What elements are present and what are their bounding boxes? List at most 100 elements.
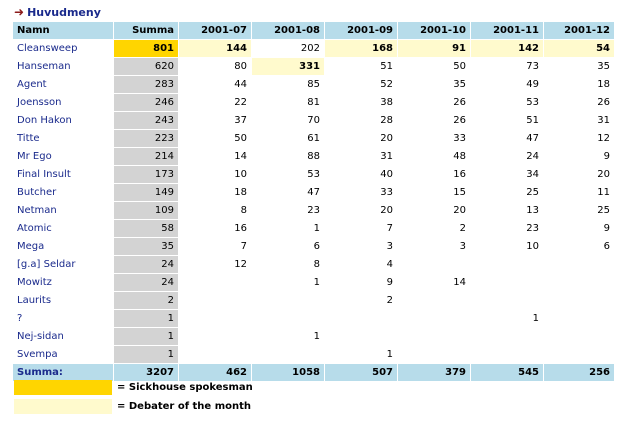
month-count-cell: 1 bbox=[252, 274, 324, 291]
summa-cell: 2 bbox=[114, 292, 178, 309]
member-name-link[interactable]: Don Hakon bbox=[13, 112, 113, 129]
summa-cell: 149 bbox=[114, 184, 178, 201]
post-statistics-table: Namn Summa 2001-07 2001-08 2001-09 2001-… bbox=[12, 21, 615, 382]
month-count-cell: 202 bbox=[252, 40, 324, 57]
month-count-cell: 51 bbox=[325, 58, 397, 75]
month-count-cell: 24 bbox=[471, 148, 543, 165]
footer-label: Summa: bbox=[13, 364, 113, 381]
month-count-cell: 52 bbox=[325, 76, 397, 93]
member-name-link[interactable]: ? bbox=[13, 310, 113, 327]
legend-label-debater: = Debater of the month bbox=[117, 401, 251, 412]
back-to-main-menu-link[interactable]: ➜ Huvudmeny bbox=[14, 5, 101, 19]
table-row: [g.a] Seldar 24 12 8 4 bbox=[13, 256, 614, 273]
member-name-link[interactable]: Nej-sidan bbox=[13, 328, 113, 345]
month-count-cell bbox=[471, 328, 543, 345]
month-count-cell: 70 bbox=[252, 112, 324, 129]
month-count-cell bbox=[471, 346, 543, 363]
member-name-link[interactable]: Netman bbox=[13, 202, 113, 219]
summa-cell: 243 bbox=[114, 112, 178, 129]
month-count-cell bbox=[252, 346, 324, 363]
member-name-link[interactable]: Svempa bbox=[13, 346, 113, 363]
month-count-cell: 168 bbox=[325, 40, 397, 57]
month-count-cell: 15 bbox=[398, 184, 470, 201]
month-count-cell bbox=[398, 346, 470, 363]
member-name-link[interactable]: Mowitz bbox=[13, 274, 113, 291]
month-count-cell: 1 bbox=[471, 310, 543, 327]
month-count-cell: 22 bbox=[179, 94, 251, 111]
month-count-cell: 61 bbox=[252, 130, 324, 147]
table-row: Don Hakon 243 37 70 28 26 51 31 bbox=[13, 112, 614, 129]
header-summa: Summa bbox=[114, 22, 178, 39]
member-name-link[interactable]: Cleansweep bbox=[13, 40, 113, 57]
month-count-cell: 1 bbox=[252, 328, 324, 345]
month-count-cell bbox=[252, 310, 324, 327]
table-row: Mr Ego 214 14 88 31 48 24 9 bbox=[13, 148, 614, 165]
month-count-cell: 8 bbox=[179, 202, 251, 219]
month-count-cell: 25 bbox=[544, 202, 614, 219]
month-count-cell: 1 bbox=[252, 220, 324, 237]
month-count-cell: 1 bbox=[325, 346, 397, 363]
summa-cell: 214 bbox=[114, 148, 178, 165]
header-2001-12: 2001-12 bbox=[544, 22, 614, 39]
month-count-cell bbox=[398, 292, 470, 309]
month-count-cell: 9 bbox=[325, 274, 397, 291]
month-count-cell: 50 bbox=[398, 58, 470, 75]
month-count-cell: 20 bbox=[325, 130, 397, 147]
member-name-link[interactable]: Mr Ego bbox=[13, 148, 113, 165]
month-count-cell bbox=[544, 256, 614, 273]
month-count-cell bbox=[179, 328, 251, 345]
month-count-cell bbox=[252, 292, 324, 309]
summa-cell: 24 bbox=[114, 274, 178, 291]
member-name-link[interactable]: Butcher bbox=[13, 184, 113, 201]
month-count-cell: 3 bbox=[398, 238, 470, 255]
month-count-cell: 9 bbox=[544, 148, 614, 165]
member-name-link[interactable]: Joensson bbox=[13, 94, 113, 111]
month-count-cell bbox=[544, 328, 614, 345]
month-count-cell: 10 bbox=[179, 166, 251, 183]
month-count-cell bbox=[179, 310, 251, 327]
member-name-link[interactable]: Laurits bbox=[13, 292, 113, 309]
table-row: Titte 223 50 61 20 33 47 12 bbox=[13, 130, 614, 147]
member-name-link[interactable]: Hanseman bbox=[13, 58, 113, 75]
table-row: Hanseman 620 80 331 51 50 73 35 bbox=[13, 58, 614, 75]
month-count-cell bbox=[325, 310, 397, 327]
summa-cell: 223 bbox=[114, 130, 178, 147]
month-count-cell: 23 bbox=[471, 220, 543, 237]
footer-total-2001-09: 507 bbox=[325, 364, 397, 381]
month-count-cell bbox=[325, 328, 397, 345]
legend-label-spokesman: = Sickhouse spokesman bbox=[117, 382, 253, 393]
month-count-cell: 23 bbox=[252, 202, 324, 219]
member-name-link[interactable]: Mega bbox=[13, 238, 113, 255]
member-name-link[interactable]: Titte bbox=[13, 130, 113, 147]
month-count-cell: 33 bbox=[325, 184, 397, 201]
member-name-link[interactable]: Final Insult bbox=[13, 166, 113, 183]
summa-cell: 1 bbox=[114, 328, 178, 345]
header-2001-08: 2001-08 bbox=[252, 22, 324, 39]
month-count-cell: 91 bbox=[398, 40, 470, 57]
member-name-link[interactable]: Agent bbox=[13, 76, 113, 93]
month-count-cell: 14 bbox=[398, 274, 470, 291]
month-count-cell: 20 bbox=[325, 202, 397, 219]
month-count-cell: 2 bbox=[398, 220, 470, 237]
footer-total-summa: 3207 bbox=[114, 364, 178, 381]
month-count-cell: 26 bbox=[398, 112, 470, 129]
summa-cell: 109 bbox=[114, 202, 178, 219]
month-count-cell: 34 bbox=[471, 166, 543, 183]
month-count-cell: 8 bbox=[252, 256, 324, 273]
footer-total-2001-08: 1058 bbox=[252, 364, 324, 381]
month-count-cell: 6 bbox=[252, 238, 324, 255]
member-name-link[interactable]: [g.a] Seldar bbox=[13, 256, 113, 273]
table-row: Cleansweep 801 144 202 168 91 142 54 bbox=[13, 40, 614, 57]
summa-cell: 620 bbox=[114, 58, 178, 75]
month-count-cell: 85 bbox=[252, 76, 324, 93]
table-row: Joensson 246 22 81 38 26 53 26 bbox=[13, 94, 614, 111]
summa-cell: 1 bbox=[114, 346, 178, 363]
month-count-cell: 33 bbox=[398, 130, 470, 147]
month-count-cell: 28 bbox=[325, 112, 397, 129]
month-count-cell: 144 bbox=[179, 40, 251, 57]
month-count-cell: 73 bbox=[471, 58, 543, 75]
member-name-link[interactable]: Atomic bbox=[13, 220, 113, 237]
table-row: Mega 35 7 6 3 3 10 6 bbox=[13, 238, 614, 255]
header-2001-07: 2001-07 bbox=[179, 22, 251, 39]
month-count-cell: 18 bbox=[179, 184, 251, 201]
